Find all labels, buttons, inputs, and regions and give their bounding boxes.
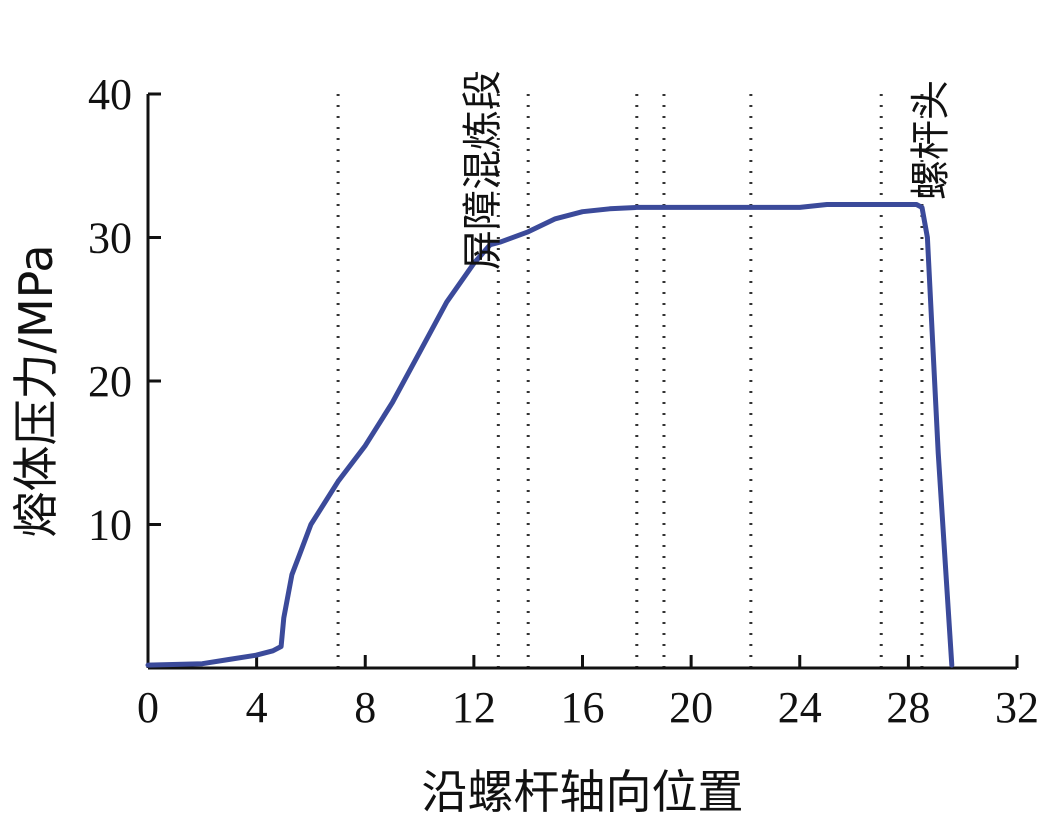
- tick-labels: 0 4 8 12 16 20 24 28 32 10 20 30 40: [88, 70, 1039, 732]
- x-tick-label-12: 12: [452, 683, 496, 732]
- x-tick-label-20: 20: [669, 683, 713, 732]
- x-tick-label-0: 0: [137, 683, 159, 732]
- y-tick-label-10: 10: [88, 501, 132, 550]
- series-group: [145, 202, 955, 668]
- annotation-0: 屏障混炼段: [460, 70, 506, 270]
- series-line-0: [145, 202, 955, 668]
- y-tick-label-40: 40: [88, 70, 132, 119]
- x-tick-label-8: 8: [354, 683, 376, 732]
- annotations: 屏障混炼段 螺杆头: [460, 70, 954, 270]
- x-tick-label-32: 32: [995, 683, 1039, 732]
- y-tick-label-20: 20: [88, 357, 132, 406]
- y-axis-title: 熔体压力/MPa: [9, 244, 63, 537]
- y-tick-label-30: 30: [88, 214, 132, 263]
- reference-lines: [336, 94, 924, 668]
- x-tick-label-28: 28: [886, 683, 930, 732]
- x-tick-label-24: 24: [778, 683, 822, 732]
- x-axis-title: 沿螺杆轴向位置: [422, 765, 744, 819]
- axes: [146, 92, 1019, 670]
- x-tick-label-16: 16: [561, 683, 605, 732]
- annotation-1: 螺杆头: [908, 80, 954, 200]
- x-tick-label-4: 4: [246, 683, 268, 732]
